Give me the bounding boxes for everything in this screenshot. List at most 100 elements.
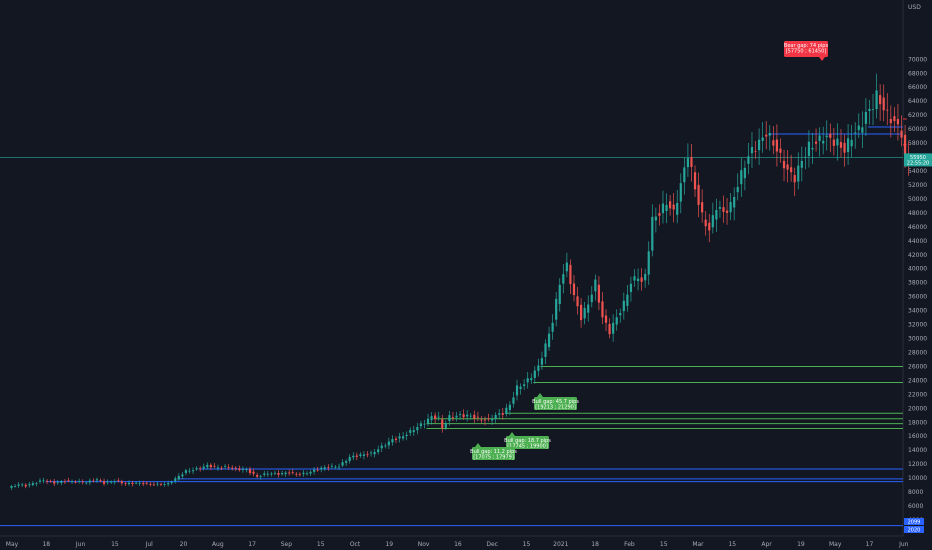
candle [697,184,700,205]
candle [455,415,458,418]
candle [825,135,828,138]
candle [672,204,675,210]
price-axis[interactable] [903,0,932,550]
candle [387,441,390,446]
candle [359,454,362,456]
candle [854,132,857,134]
candle [263,473,266,475]
y-tick-label: 50000 [908,196,927,203]
candle [78,481,81,482]
candle [238,468,241,471]
candle [654,216,657,221]
x-tick-label: Aug [212,541,224,548]
candle [362,454,366,456]
y-tick-label: 60000 [908,126,927,133]
gap-callout-range: [17745 ; 19900] [507,444,548,450]
candle [747,156,750,164]
y-tick-label: 68000 [908,70,927,77]
candle [316,469,319,471]
candle [704,219,707,227]
candle [587,304,590,313]
candle [458,414,462,416]
candle [127,482,131,484]
currency-label: USD [908,4,921,11]
candle [491,419,494,421]
candle [893,116,896,122]
candle [245,469,248,471]
candle [437,416,440,418]
candle [81,481,84,483]
candle [604,315,608,323]
candle [277,472,280,475]
candle [822,140,825,144]
candle [864,112,867,124]
candle [807,141,811,156]
callout-pointer [819,57,825,61]
gap-callout-range: [57750 ; 61450] [786,49,827,55]
candle [120,481,123,484]
candle [512,397,515,404]
y-tick-label: 34000 [908,308,927,315]
candle [31,483,34,486]
candle [765,134,768,137]
candle [875,90,878,110]
candle [434,415,437,419]
candle [633,276,636,281]
candle [886,109,889,111]
candle [334,466,337,468]
candle [323,467,326,470]
candle [832,139,835,146]
x-tick-label: 18 [591,541,599,548]
candle [195,468,198,470]
candle [163,483,166,485]
candle [515,385,519,396]
candle [309,471,312,474]
candle [110,481,113,483]
candle [829,133,832,138]
bull-gap-callout[interactable] [506,436,549,449]
candle [836,138,839,146]
candle [345,461,348,463]
candle [46,480,49,482]
y-tick-label: 42000 [908,252,927,259]
bull-gap-callout[interactable] [534,397,577,410]
candle [555,298,558,320]
gap-callout-title: Bull gap: 11.2 pips [470,449,517,455]
candle [10,485,13,488]
candle [871,109,875,111]
candle [843,142,846,153]
y-tick-label: 66000 [908,84,927,91]
candle [743,167,746,179]
candle [398,436,401,439]
candle [106,481,109,483]
x-tick-label: 15 [111,541,119,548]
candle [88,480,91,483]
bear-gap-callout[interactable] [784,41,828,57]
candle [793,175,796,183]
x-tick-label: May [829,541,842,548]
candle [847,138,850,153]
candle [900,130,903,138]
candle [690,157,693,168]
candle [626,294,629,306]
candle [797,165,800,182]
candle [35,483,38,484]
candle [373,451,376,455]
candle [224,466,227,468]
candle [861,127,864,133]
candle [466,414,469,417]
y-tick-label: 18000 [908,419,927,426]
candle [252,471,255,474]
candle [266,473,269,475]
x-tick-label: 15 [728,541,736,548]
candle [234,467,237,469]
candle [530,378,533,381]
candle [341,462,344,466]
candle [676,202,679,215]
candle [590,294,593,303]
candle [191,470,195,472]
candle [135,482,138,484]
candle [811,147,814,150]
bull-gap-callout[interactable] [472,447,515,460]
